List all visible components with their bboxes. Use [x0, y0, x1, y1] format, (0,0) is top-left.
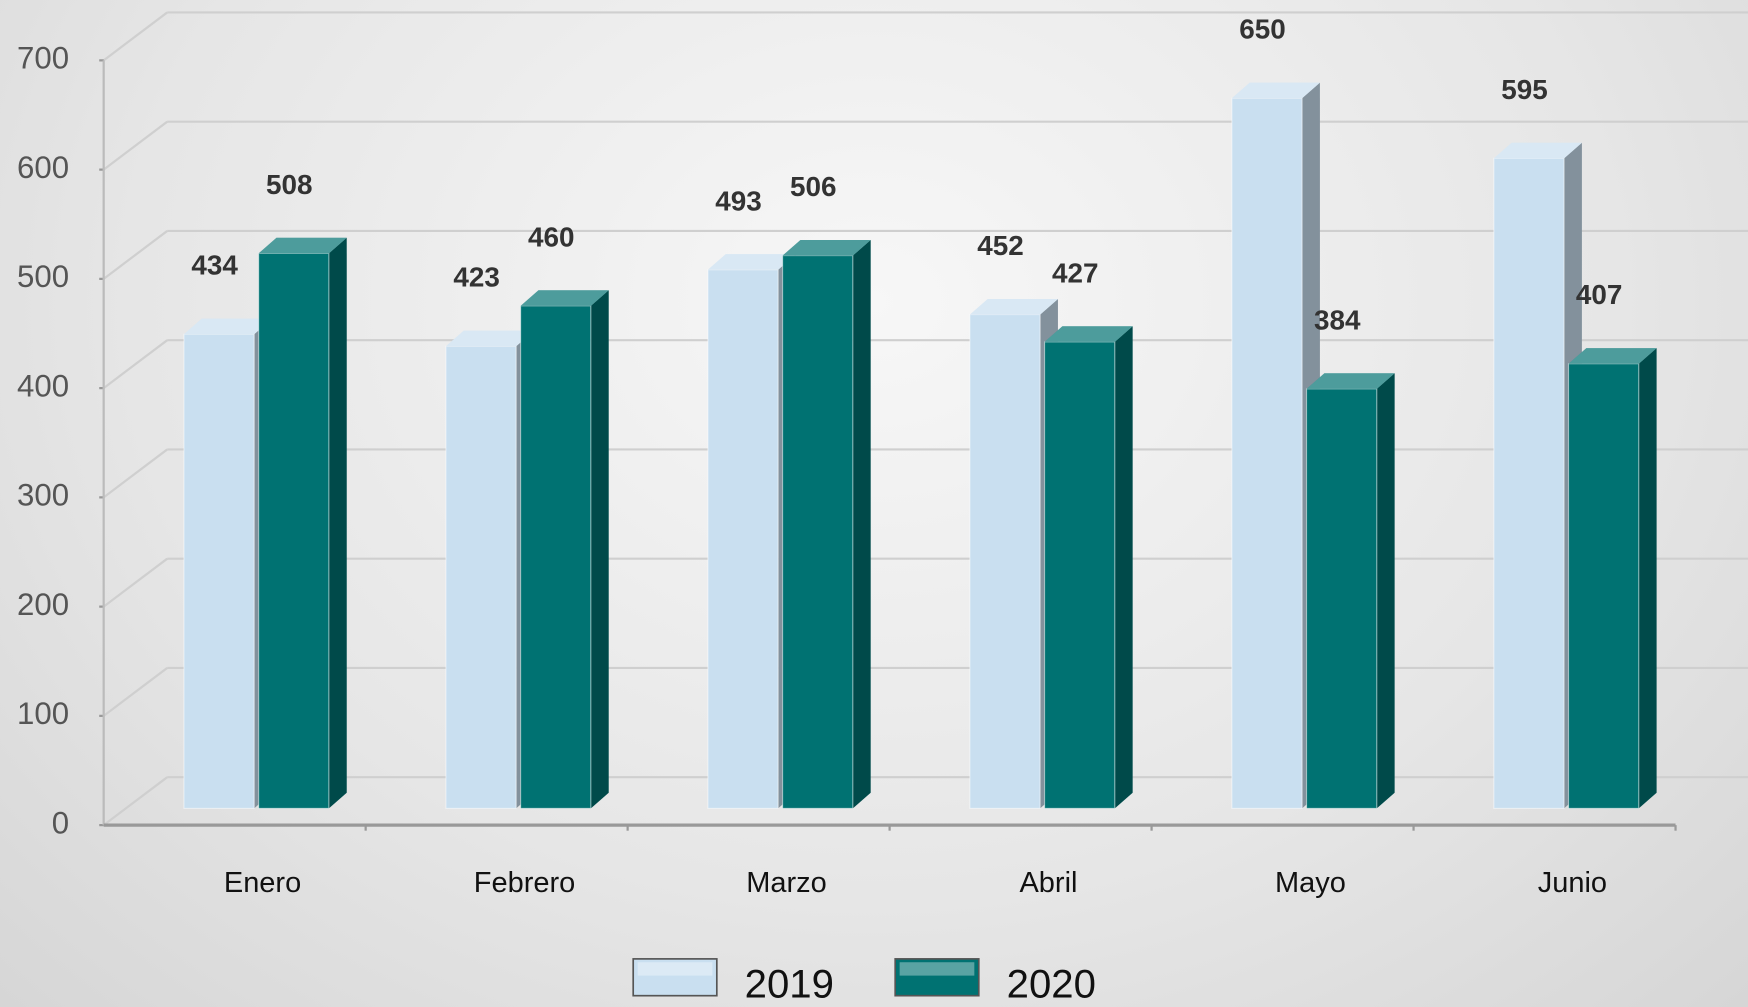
data-label: 423 — [453, 262, 499, 293]
data-label: 427 — [1052, 257, 1098, 288]
bar-top-light — [969, 298, 1058, 315]
y-tick-label: 600 — [17, 150, 69, 185]
bar-top-light — [782, 239, 871, 256]
bar — [183, 333, 255, 809]
bar — [1305, 388, 1378, 809]
bar-top — [1231, 82, 1320, 99]
bar-top-light — [445, 330, 534, 347]
legend-swatch-light — [899, 962, 975, 976]
data-label: 460 — [528, 221, 574, 252]
bar — [782, 255, 854, 809]
y-tick-label: 500 — [17, 259, 69, 294]
grid-diagonal — [103, 448, 168, 499]
x-tick-label: Marzo — [746, 867, 826, 899]
bar-side-shade — [1376, 373, 1395, 809]
bar-side-shade — [1114, 326, 1133, 809]
y-tick-label: 100 — [17, 696, 69, 731]
bar — [1493, 157, 1565, 809]
data-label: 452 — [977, 230, 1023, 261]
bar-top — [1306, 373, 1395, 389]
bar-top — [782, 239, 871, 256]
legend-swatch — [894, 958, 980, 997]
y-tick-label: 700 — [17, 41, 69, 76]
bar-top-light — [1306, 373, 1395, 389]
y-tick-label: 200 — [17, 587, 69, 622]
bar — [445, 345, 517, 809]
legend-swatch-light — [637, 962, 713, 976]
data-label: 508 — [266, 169, 312, 200]
bar-side — [1114, 326, 1133, 809]
bar-top-light — [1231, 82, 1320, 99]
grid-diagonal — [103, 776, 168, 827]
bar-top — [1568, 348, 1657, 364]
bar-side — [1638, 348, 1657, 809]
bar-top-light — [183, 318, 273, 335]
data-label: 434 — [191, 250, 238, 281]
bar-top-light — [1568, 348, 1657, 364]
bar — [1567, 363, 1640, 809]
bar-top-light — [1044, 326, 1133, 342]
data-label: 650 — [1239, 14, 1285, 45]
bar-side — [328, 237, 347, 809]
grid-diagonal — [103, 120, 168, 171]
bar-top — [445, 330, 534, 347]
x-tick-label: Mayo — [1275, 867, 1346, 899]
bar-top — [183, 318, 273, 335]
grid-diagonal — [103, 11, 168, 62]
bar-top — [1044, 326, 1133, 342]
data-label: 595 — [1501, 74, 1547, 105]
bar-side — [590, 290, 609, 809]
x-tick-label: Febrero — [474, 867, 575, 899]
grid-diagonal — [103, 230, 168, 280]
x-tick-label: Enero — [224, 867, 301, 899]
grid-diagonal — [103, 667, 168, 717]
bar-top-light — [258, 237, 347, 254]
bar-side-shade — [852, 239, 871, 809]
y-tick-label: 400 — [17, 368, 69, 403]
bar-top — [1493, 142, 1582, 159]
bar-top-light — [520, 290, 609, 306]
y-tick-label: 300 — [17, 478, 69, 513]
bar — [1231, 97, 1303, 809]
bar — [258, 252, 330, 809]
bar — [1044, 341, 1116, 809]
bar — [707, 269, 779, 809]
bar-side-shade — [1638, 348, 1657, 809]
bar-top-light — [707, 254, 796, 270]
grid-diagonal — [103, 557, 168, 608]
data-label: 493 — [715, 185, 761, 216]
y-tick-label: 0 — [52, 805, 69, 840]
bar — [520, 305, 592, 809]
legend-label: 2019 — [745, 961, 834, 1006]
bar-top — [969, 298, 1058, 315]
legend-label: 2020 — [1007, 961, 1096, 1006]
bar-top — [258, 237, 347, 254]
bar-side-shade — [328, 237, 347, 809]
bar-side-shade — [590, 290, 609, 809]
bar-side — [1376, 373, 1395, 809]
data-label: 407 — [1576, 279, 1622, 310]
bar-top — [707, 254, 796, 270]
bar-top — [520, 290, 609, 306]
data-label: 506 — [790, 171, 836, 202]
bar — [969, 314, 1041, 809]
data-label: 384 — [1314, 304, 1361, 335]
bar-top-light — [1493, 142, 1582, 159]
grid-diagonal — [103, 339, 168, 390]
bar-side — [852, 239, 871, 809]
x-tick-label: Abril — [1019, 867, 1077, 899]
legend-swatch — [632, 958, 718, 997]
x-tick-label: Junio — [1538, 867, 1607, 899]
